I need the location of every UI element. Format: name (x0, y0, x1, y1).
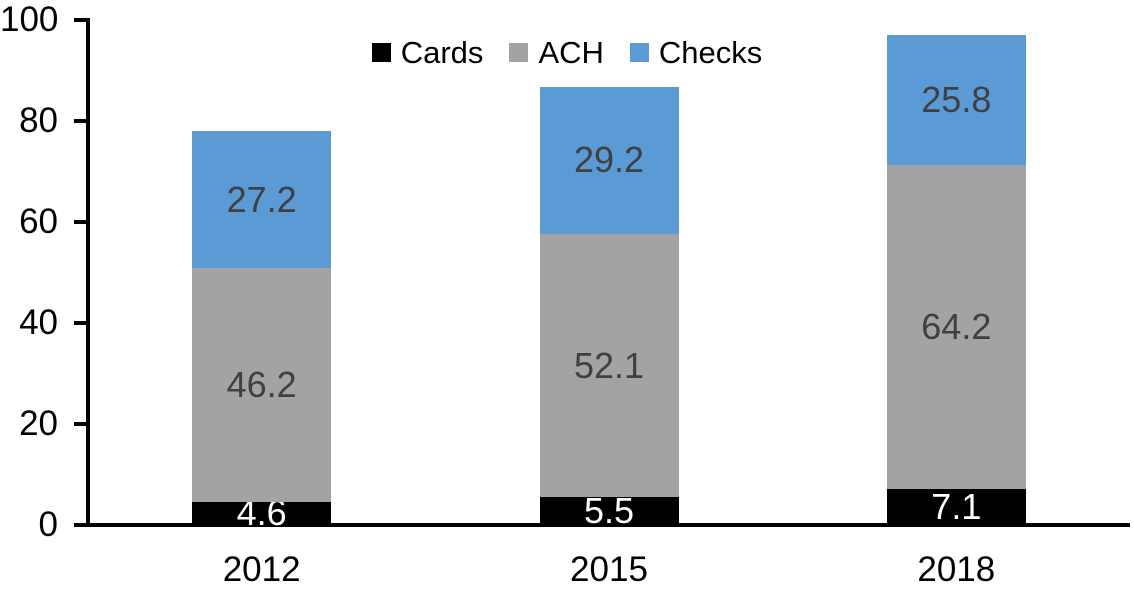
segment-value-label: 25.8 (921, 78, 992, 120)
category-label-2015: 2015 (570, 550, 648, 589)
bar-segment-cards-2018: 7.1 (886, 486, 1026, 528)
legend-item-cards: Cards (371, 34, 484, 70)
y-tick-mark (74, 523, 86, 527)
legend-label: Checks (658, 34, 763, 70)
category-label-2018: 2018 (917, 550, 996, 589)
bar-segment-ach-2015: 52.1 (539, 234, 679, 498)
bar-segment-cards-2015: 5.5 (539, 493, 679, 529)
y-tick-mark (74, 321, 86, 325)
y-tick-mark (74, 18, 86, 22)
y-tick-mark (74, 422, 86, 426)
segment-value-label: 46.2 (226, 364, 297, 406)
y-tick-label: 80 (19, 101, 58, 140)
legend-label: ACH (538, 34, 604, 70)
segment-value-label: 64.2 (921, 306, 992, 348)
legend-item-checks: Checks (629, 34, 763, 70)
legend-swatch-cards (371, 42, 391, 62)
bar-segment-cards-2012: 4.6 (192, 495, 332, 531)
bar-segment-checks-2015: 29.2 (539, 86, 679, 235)
segment-value-label: 7.1 (931, 486, 982, 528)
category-label-2012: 2012 (222, 550, 301, 589)
y-tick-mark (74, 119, 86, 123)
y-tick-label: 20 (19, 404, 58, 443)
bar-segment-ach-2018: 64.2 (886, 164, 1026, 490)
y-tick-label: 100 (0, 0, 59, 39)
segment-value-label: 52.1 (573, 344, 645, 386)
segment-value-label: 29.2 (573, 139, 645, 181)
legend-swatch-checks (629, 42, 649, 62)
bar-segment-checks-2018: 25.8 (886, 34, 1026, 165)
segment-value-label: 27.2 (226, 178, 297, 220)
legend-item-ach: ACH (509, 34, 604, 70)
bar-segment-checks-2012: 27.2 (192, 131, 332, 269)
y-tick-label: 60 (19, 202, 58, 241)
chart-legend: Cards ACH Checks (0, 33, 1134, 71)
segment-value-label: 5.5 (583, 490, 635, 532)
legend-label: Cards (400, 34, 484, 70)
y-axis (86, 18, 90, 527)
legend-swatch-ach (509, 42, 529, 62)
bar-segment-ach-2012: 46.2 (192, 268, 332, 502)
y-tick-mark (74, 220, 86, 224)
y-tick-label: 0 (38, 505, 58, 544)
x-axis (86, 523, 1130, 527)
y-tick-label: 40 (19, 303, 58, 342)
